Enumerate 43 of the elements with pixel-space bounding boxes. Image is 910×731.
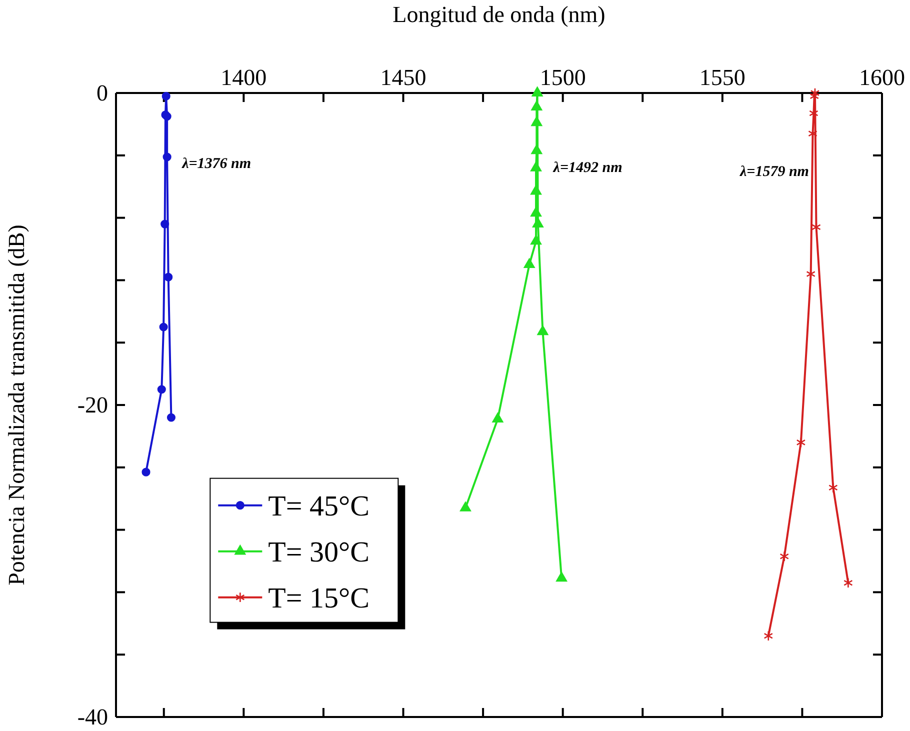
point	[492, 412, 504, 422]
annotation: λ=1376 nm	[181, 156, 252, 172]
annotation: λ=1492 nm	[552, 160, 622, 176]
point	[828, 482, 838, 493]
legend-label: T= 15°C	[268, 582, 370, 614]
point	[531, 100, 542, 110]
y-tick-label: -20	[77, 392, 108, 418]
point	[166, 413, 176, 422]
point	[844, 578, 853, 588]
point	[531, 144, 542, 154]
point	[532, 218, 544, 228]
x-tick-label: 1500	[540, 65, 586, 90]
point	[162, 152, 172, 162]
point	[460, 502, 472, 512]
point	[780, 551, 789, 562]
y-tick-label: 0	[96, 80, 108, 106]
y-tick-label: -40	[77, 704, 108, 730]
point	[530, 184, 542, 195]
x-tick-label: 1450	[380, 65, 426, 90]
point	[530, 161, 542, 172]
x-axis-title: Longitud de onda (nm)	[392, 2, 606, 27]
point	[556, 572, 568, 582]
y-axis-title: Potencia Normalizada transmitida (dB)	[4, 224, 29, 586]
point	[537, 325, 548, 336]
point	[796, 437, 806, 448]
legend-label: T= 30°C	[268, 536, 370, 568]
point	[160, 220, 170, 228]
legend-label: T= 45°C	[268, 490, 370, 522]
point	[157, 385, 166, 394]
point	[142, 468, 150, 476]
point	[532, 86, 543, 96]
point	[159, 322, 168, 332]
annotation: λ=1579 nm	[739, 164, 809, 180]
point	[764, 630, 774, 642]
point	[530, 234, 542, 245]
x-tick-label: 1550	[699, 65, 746, 90]
point	[162, 92, 170, 100]
x-tick-label: 1400	[220, 65, 267, 90]
point	[530, 206, 542, 217]
point	[524, 258, 535, 268]
point	[164, 272, 173, 282]
x-tick-label: 1600	[859, 65, 905, 90]
point	[531, 116, 542, 126]
